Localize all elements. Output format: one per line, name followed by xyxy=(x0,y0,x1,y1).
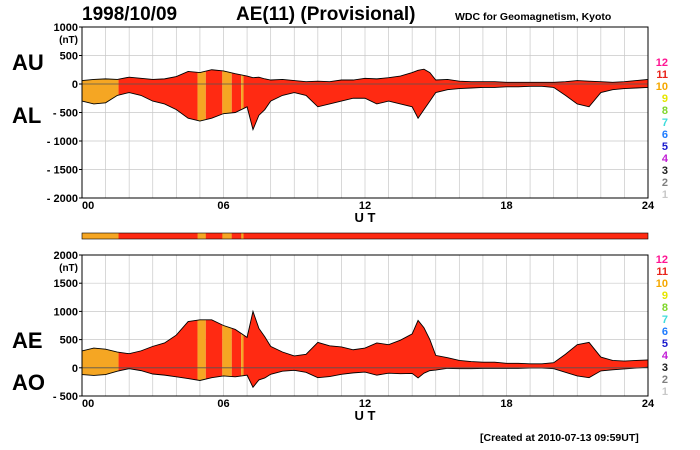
legend-count-8: 8 xyxy=(662,105,668,117)
series-ao-line xyxy=(81,366,649,389)
legend-count-11: 11 xyxy=(656,69,668,81)
fill-band xyxy=(82,348,119,376)
strip-frame xyxy=(81,232,649,240)
ae-label: AE xyxy=(12,328,43,353)
legend-count-4: 4 xyxy=(662,350,669,362)
legend-count-6: 6 xyxy=(662,326,668,338)
y-tick-label: 2000 xyxy=(54,250,78,262)
y-tick-label: 1000 xyxy=(54,22,78,34)
legend-count-2: 2 xyxy=(662,374,668,386)
x-tick-label: 24 xyxy=(642,398,655,410)
ae-ao-panel: 2000 1500 1000 500 0 - 500 (nT) 00 06 12 18 24 U T xyxy=(53,250,655,423)
x-axis-label: U T xyxy=(355,210,376,225)
legend-count-10: 10 xyxy=(656,81,668,93)
fill-band xyxy=(197,319,206,381)
fill-band xyxy=(197,71,206,122)
x-axis-label: U T xyxy=(355,408,376,423)
x-tick-label: 18 xyxy=(500,398,512,410)
legend-count-5: 5 xyxy=(662,141,668,153)
fill-band xyxy=(231,72,242,113)
legend-count-8: 8 xyxy=(662,302,668,314)
legend-count-12: 12 xyxy=(656,254,668,266)
legend-count-3: 3 xyxy=(662,165,668,177)
x-tick-label: 06 xyxy=(217,398,229,410)
y-tick-label: - 1500 xyxy=(47,165,78,177)
legend-count-5: 5 xyxy=(662,338,668,350)
y-unit-label: (nT) xyxy=(59,35,78,46)
x-tick-label: 24 xyxy=(642,200,655,212)
y-tick-label: 1500 xyxy=(54,278,78,290)
x-tick-label: 06 xyxy=(217,200,229,212)
fill-band xyxy=(82,78,119,104)
strip-segment xyxy=(197,233,206,239)
legend-count-3: 3 xyxy=(662,362,668,374)
plot-frame xyxy=(81,254,649,397)
au-label: AU xyxy=(12,50,44,75)
legend-count-1: 1 xyxy=(662,386,668,398)
legend-count-12: 12 xyxy=(656,57,668,69)
created-timestamp: [Created at 2010-07-13 09:59UT] xyxy=(480,432,639,444)
legend-count-11: 11 xyxy=(656,266,668,278)
index-title: AE(11) (Provisional) xyxy=(236,4,416,25)
series-ae-line xyxy=(81,309,649,365)
x-tick-label: 12 xyxy=(359,398,371,410)
al-label: AL xyxy=(12,103,42,128)
series-al-line xyxy=(81,85,649,132)
y-unit-label: (nT) xyxy=(59,263,78,274)
y-tick-label: 0 xyxy=(72,79,78,91)
legend-count-7: 7 xyxy=(662,314,668,326)
legend-count-4: 4 xyxy=(662,153,669,165)
fill-band xyxy=(241,333,244,376)
fill-band xyxy=(222,324,232,377)
series-au-line xyxy=(81,68,649,83)
y-tick-label: 500 xyxy=(60,335,78,347)
y-tick-label: 0 xyxy=(72,363,78,375)
legend-count-2: 2 xyxy=(662,177,668,189)
y-tick-label: 1000 xyxy=(54,306,78,318)
fill-band xyxy=(205,69,223,120)
fill-band xyxy=(222,70,232,115)
y-tick-label: 500 xyxy=(60,51,78,63)
legend-count-9: 9 xyxy=(662,290,668,302)
fill-band xyxy=(205,319,223,380)
y-tick-label: - 500 xyxy=(53,391,78,403)
x-tick-label: 00 xyxy=(82,398,94,410)
x-tick-label: 12 xyxy=(359,200,371,212)
y-tick-label: - 500 xyxy=(53,108,78,120)
y-tick-label: - 1000 xyxy=(47,136,78,148)
fill-band xyxy=(241,74,244,110)
legend-count-7: 7 xyxy=(662,117,668,129)
date-label: 1998/10/09 xyxy=(82,4,178,25)
legend-count-6: 6 xyxy=(662,129,668,141)
institution-label: WDC for Geomagnetism, Kyoto xyxy=(455,11,612,23)
fill-band xyxy=(118,320,198,381)
legend-count-1: 1 xyxy=(662,189,668,201)
x-tick-label: 18 xyxy=(500,200,512,212)
fill-band xyxy=(231,328,242,377)
strip-segment xyxy=(241,233,244,239)
legend-count-9: 9 xyxy=(662,93,668,105)
y-tick-label: - 2000 xyxy=(47,193,78,205)
station-count-strip xyxy=(81,232,649,240)
x-tick-label: 00 xyxy=(82,200,94,212)
strip-base xyxy=(82,233,648,239)
strip-segment xyxy=(222,233,232,239)
strip-segment xyxy=(82,233,119,239)
au-al-panel: 1000 500 0 - 500 - 1000 - 1500 - 2000 (nT) 00 06 1… xyxy=(47,22,655,225)
legend-count-10: 10 xyxy=(656,278,668,290)
ao-label: AO xyxy=(12,370,45,395)
